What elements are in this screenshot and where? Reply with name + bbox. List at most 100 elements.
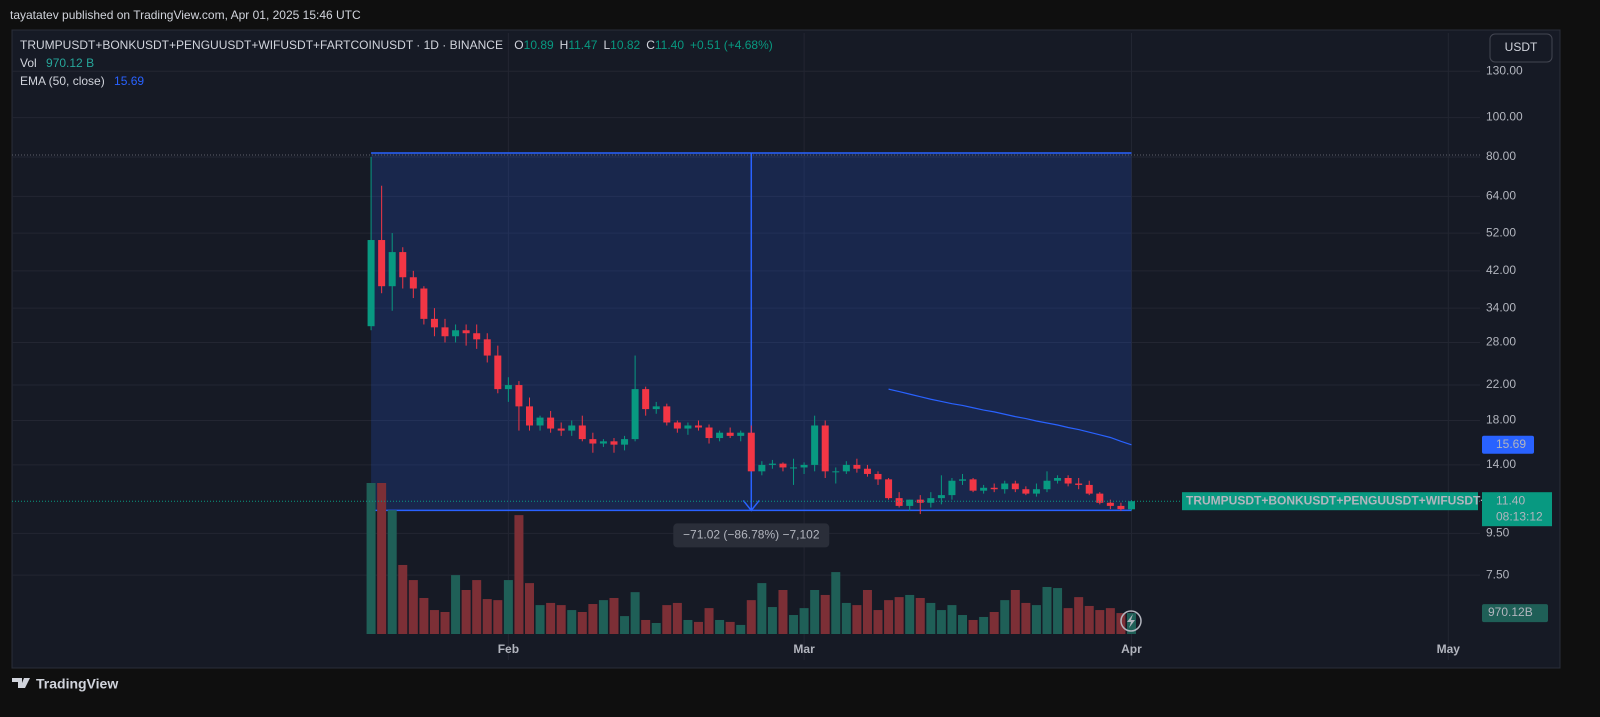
currency[interactable]: USDT xyxy=(1505,40,1538,54)
volume-bar xyxy=(1010,589,1020,634)
replay-bolt xyxy=(1127,614,1135,628)
volume-bar xyxy=(630,592,640,634)
candle-body xyxy=(1106,502,1114,506)
y-tick-label: 28.00 xyxy=(1486,335,1516,349)
volume-bar xyxy=(989,611,999,634)
candle-body xyxy=(1075,483,1083,485)
ohlc-value: 11.40 xyxy=(655,38,684,52)
ohlc-value: 11.47 xyxy=(568,38,597,52)
candle-body xyxy=(462,330,470,334)
volume-bar xyxy=(482,599,492,634)
ema-value: 15.69 xyxy=(114,74,144,88)
candle-body xyxy=(800,464,808,468)
candle-body xyxy=(853,464,861,469)
y-tick-label: 14.00 xyxy=(1486,457,1516,471)
volume-bar xyxy=(810,589,820,634)
candle-body xyxy=(969,479,977,491)
candle-body xyxy=(832,471,840,473)
y-tick-label: 80.00 xyxy=(1486,149,1516,163)
ohlc-key: O xyxy=(514,38,523,52)
ema-axis-label: 15.69 xyxy=(1496,437,1526,451)
volume-name: Vol xyxy=(20,56,37,70)
candle-body xyxy=(494,355,502,390)
candle-body xyxy=(821,425,829,472)
ohlc-value: 10.82 xyxy=(610,38,640,52)
candle-body xyxy=(1085,484,1093,494)
volume-bar xyxy=(588,604,598,634)
candle-body xyxy=(536,417,544,426)
volume-bar xyxy=(535,605,545,634)
ohlc-change: +0.51 (+4.68%) xyxy=(690,38,773,52)
chart-panel xyxy=(11,29,1561,669)
candle-body xyxy=(684,425,692,429)
candle-body xyxy=(694,425,702,428)
volume-bar xyxy=(546,602,556,634)
volume-bar xyxy=(1084,605,1094,634)
y-tick-label: 7.50 xyxy=(1486,567,1510,581)
candle-body xyxy=(610,441,618,445)
x-tick-label: Apr xyxy=(1121,642,1142,656)
candle-body xyxy=(367,240,375,327)
price-label-box xyxy=(1482,492,1552,527)
candle-body xyxy=(1022,489,1030,494)
volume-bar xyxy=(736,624,746,634)
candle-body xyxy=(441,327,449,337)
measure-label: −71.02 (−86.78%) −7,102 xyxy=(683,528,820,542)
volume-axis-label: 970.12B xyxy=(1488,605,1533,619)
candle-body xyxy=(621,439,629,445)
candle-body xyxy=(948,480,956,496)
candle-body xyxy=(758,464,766,472)
candle-body xyxy=(1096,493,1104,503)
volume-bar xyxy=(873,610,883,634)
volume-bar xyxy=(862,589,872,634)
volume-bar xyxy=(1095,610,1105,634)
candle-body xyxy=(863,468,871,474)
volume-bar xyxy=(979,616,989,634)
candle-body xyxy=(589,439,597,444)
candle-body xyxy=(906,499,914,506)
volume-bar xyxy=(377,482,387,634)
candle-body xyxy=(1011,483,1019,490)
volume-bar xyxy=(894,597,904,634)
candle-body xyxy=(473,333,481,340)
candle-body xyxy=(737,432,745,436)
volume-bar xyxy=(831,572,841,634)
candle-body xyxy=(980,487,988,491)
candle-body xyxy=(409,277,417,289)
candle-body xyxy=(990,487,998,490)
volume-bar xyxy=(524,583,534,634)
volume-label-box xyxy=(1482,604,1548,623)
volume-bar xyxy=(947,605,957,634)
volume-bar xyxy=(820,594,830,634)
candle-body xyxy=(874,473,882,480)
chart-title: TRUMPUSDT+BONKUSDT+PENGUUSDT+WIFUSDT+FAR… xyxy=(20,38,503,52)
y-tick-label: 100.00 xyxy=(1486,110,1523,124)
replay-icon[interactable] xyxy=(1120,610,1142,632)
candle-body xyxy=(1001,483,1009,490)
y-tick-label: 22.00 xyxy=(1486,377,1516,391)
candle-body xyxy=(1117,505,1125,510)
volume-bar xyxy=(767,607,777,634)
volume-bar xyxy=(662,605,672,634)
volume-bar xyxy=(905,594,915,634)
currency-button[interactable] xyxy=(1489,33,1553,63)
volume-bar xyxy=(567,610,577,634)
volume-bar xyxy=(958,615,968,634)
candle-body xyxy=(1032,489,1040,494)
candle-body xyxy=(663,406,671,423)
volume-bar xyxy=(1021,602,1031,634)
volume-bar xyxy=(419,597,429,634)
volume-bar xyxy=(620,616,630,634)
candle-body xyxy=(483,339,491,356)
candle-body xyxy=(811,425,819,465)
y-tick-label: 42.00 xyxy=(1486,263,1516,277)
volume-bar xyxy=(757,583,767,634)
volume-bar xyxy=(778,589,788,634)
volume-bar xyxy=(408,580,418,634)
candle-body xyxy=(525,406,533,426)
countdown: 08:13:12 xyxy=(1496,509,1543,523)
candle-body xyxy=(1043,480,1051,490)
volume-bar xyxy=(598,600,608,634)
volume-bar xyxy=(852,605,862,634)
